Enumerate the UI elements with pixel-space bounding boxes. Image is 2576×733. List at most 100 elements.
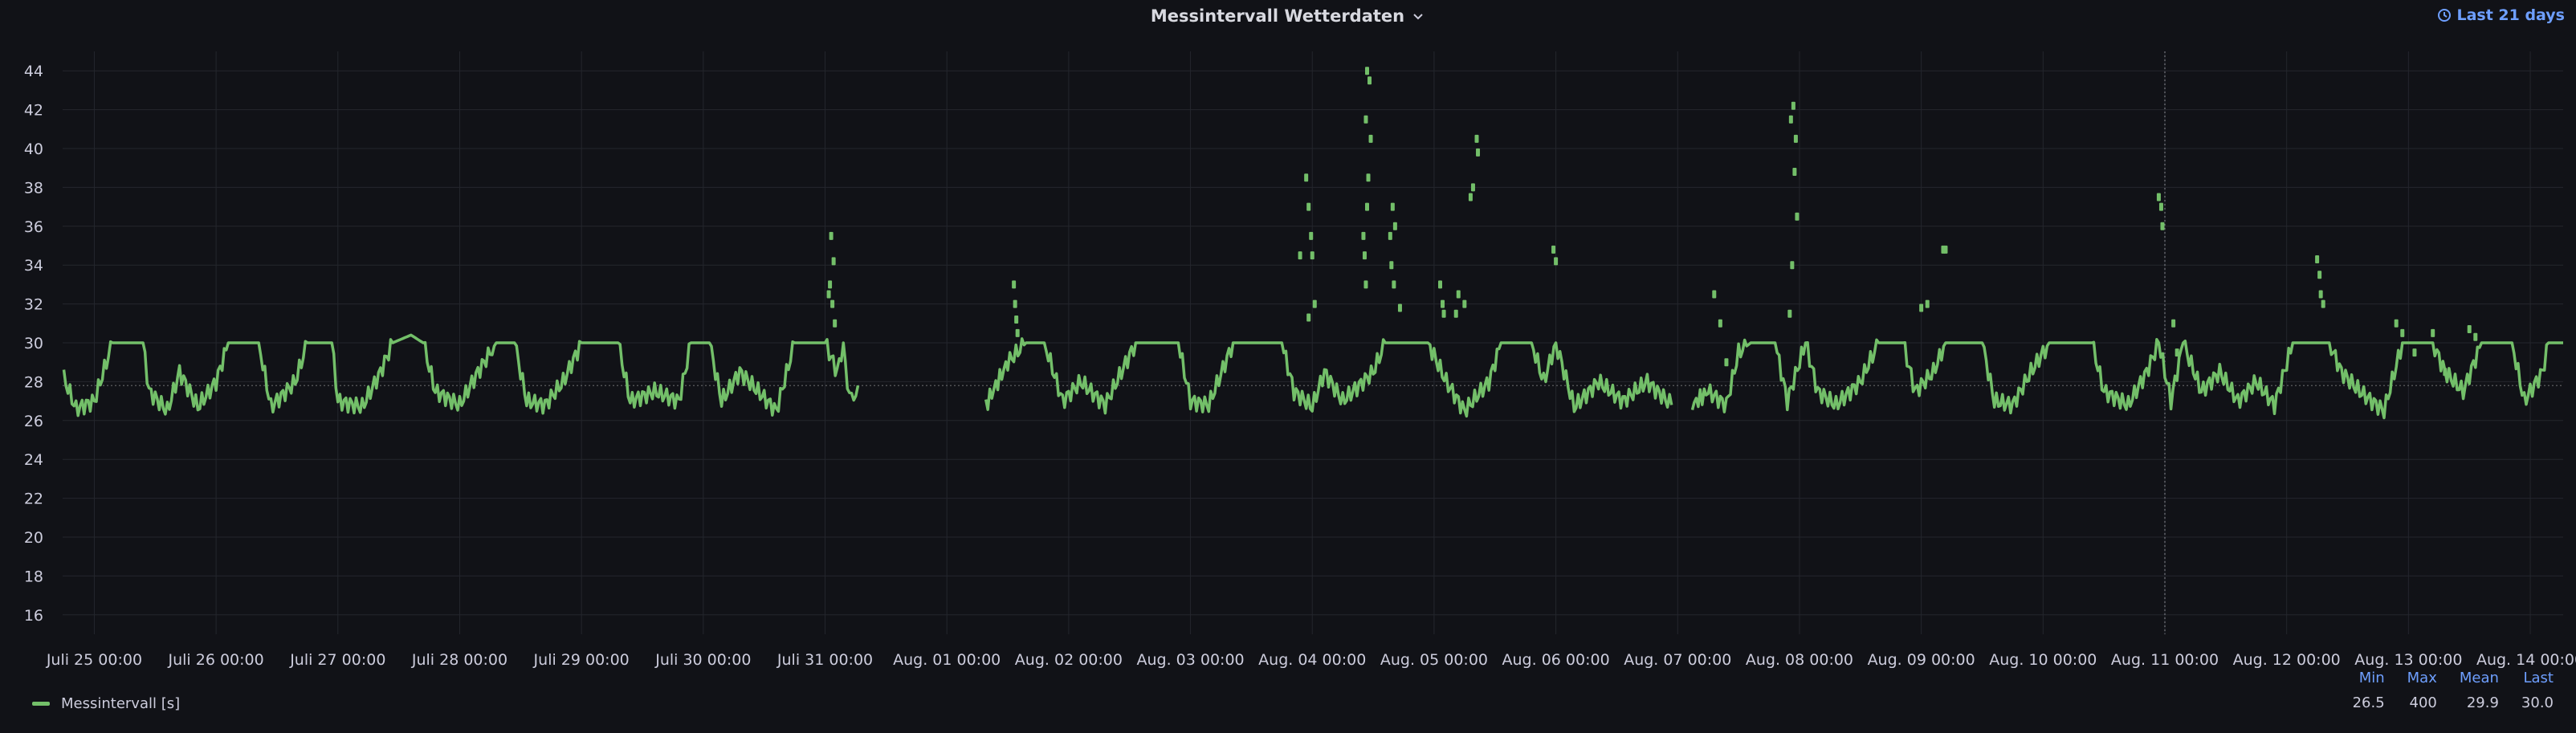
series-line	[1690, 337, 2563, 420]
x-tick-label: Aug. 09 00:00	[1868, 651, 1975, 669]
y-tick-label: 18	[24, 568, 43, 585]
series-point	[1456, 290, 1461, 299]
y-tick-label: 34	[24, 257, 43, 275]
series-point	[1362, 251, 1367, 260]
y-tick-label: 20	[24, 529, 43, 547]
series-point	[1554, 257, 1559, 266]
legend-series-swatch[interactable]	[32, 702, 50, 706]
legend-value-max: 400	[2409, 694, 2437, 711]
x-tick-label: Juli 26 00:00	[168, 651, 264, 669]
y-tick-label: 16	[24, 607, 43, 625]
legend: Messintervall [s]	[32, 695, 180, 712]
clock-icon	[2438, 9, 2452, 22]
legend-stats-value-row: 26.5 400 29.9 30.0	[2330, 694, 2554, 711]
series-point	[1718, 319, 1722, 328]
series-point	[1012, 280, 1017, 289]
series-point	[2160, 222, 2165, 230]
series-point	[1367, 76, 1372, 85]
series-point	[2412, 348, 2417, 357]
chevron-down-icon[interactable]	[1411, 9, 1425, 23]
x-tick-label: Juli 27 00:00	[289, 651, 385, 669]
series-point	[830, 299, 835, 308]
series-point	[1363, 115, 1368, 124]
x-tick-label: Aug. 01 00:00	[893, 651, 1001, 669]
panel-header[interactable]: Messintervall Wetterdaten	[0, 2, 2576, 31]
series-point	[1388, 231, 1392, 240]
x-tick-label: Aug. 14 00:00	[2476, 651, 2576, 669]
series-point	[1790, 261, 1795, 270]
series-point	[1390, 202, 1395, 211]
x-tick-label: Juli 28 00:00	[411, 651, 507, 669]
legend-header-max[interactable]: Max	[2407, 670, 2437, 686]
legend-stats-table: Min Max Mean Last 26.5 400 29.9 30.0	[2330, 670, 2554, 711]
series-point	[1397, 303, 1402, 312]
series-point	[1364, 67, 1369, 75]
x-tick-label: Aug. 10 00:00	[1989, 651, 2097, 669]
x-tick-label: Aug. 04 00:00	[1258, 651, 1366, 669]
series-point	[1919, 303, 1924, 312]
legend-stats-header-row: Min Max Mean Last	[2330, 670, 2554, 694]
series-point	[1312, 299, 1317, 308]
legend-header-mean[interactable]: Mean	[2459, 670, 2499, 686]
series-point	[2400, 328, 2405, 337]
x-tick-label: Juli 25 00:00	[46, 651, 142, 669]
y-tick-label: 38	[24, 179, 43, 197]
x-tick-label: Aug. 07 00:00	[1624, 651, 1731, 669]
series-point	[1013, 299, 1017, 308]
series-point	[1014, 315, 1019, 324]
series-point	[1441, 309, 1446, 318]
legend-header-last[interactable]: Last	[2523, 670, 2554, 686]
y-tick-label: 32	[24, 296, 43, 314]
series-point	[2315, 255, 2320, 263]
series-point	[833, 319, 838, 328]
series-point	[1392, 222, 1397, 230]
y-tick-label: 30	[24, 335, 43, 352]
series-point	[1453, 309, 1458, 318]
series-point	[1788, 115, 1793, 124]
x-tick-label: Aug. 11 00:00	[2111, 651, 2219, 669]
series-line	[62, 333, 860, 417]
series-point	[1368, 134, 1373, 143]
x-tick-label: Aug. 08 00:00	[1746, 651, 1853, 669]
x-tick-label: Aug. 05 00:00	[1380, 651, 1488, 669]
series-point	[2158, 202, 2163, 211]
series-point	[828, 280, 833, 289]
series-point	[2175, 348, 2179, 357]
series-point	[831, 257, 836, 266]
series-point	[1304, 173, 1309, 182]
y-tick-label: 24	[24, 451, 43, 469]
x-tick-label: Aug. 13 00:00	[2354, 651, 2462, 669]
series-point	[1306, 313, 1311, 322]
legend-header-min[interactable]: Min	[2358, 670, 2385, 686]
series-point	[1306, 202, 1311, 211]
series-point	[1795, 212, 1800, 221]
series-point	[1309, 231, 1314, 240]
legend-value-mean: 29.9	[2466, 694, 2499, 711]
time-range-picker[interactable]: Last 21 days	[2437, 4, 2565, 26]
series-point	[1441, 299, 1445, 308]
legend-series-name[interactable]: Messintervall [s]	[61, 695, 181, 712]
x-tick-label: Aug. 03 00:00	[1136, 651, 1244, 669]
series-point	[2431, 328, 2435, 337]
series-point	[1438, 280, 1443, 289]
series-point	[1925, 299, 1930, 308]
series-point	[2321, 299, 2325, 308]
x-tick-label: Juli 30 00:00	[654, 651, 751, 669]
y-tick-label: 28	[24, 373, 43, 391]
series-point	[1474, 134, 1479, 143]
y-tick-label: 22	[24, 491, 43, 508]
panel-title[interactable]: Messintervall Wetterdaten	[1150, 6, 1405, 26]
x-tick-label: Juli 29 00:00	[533, 651, 630, 669]
legend-stats: Min Max Mean Last 26.5 400 29.9 30.0	[2330, 670, 2554, 711]
series-line	[984, 337, 1673, 418]
series-point	[1364, 202, 1369, 211]
series-point	[1462, 299, 1467, 308]
series-point	[1943, 245, 1948, 254]
x-tick-label: Aug. 02 00:00	[1015, 651, 1123, 669]
x-tick-label: Juli 31 00:00	[776, 651, 873, 669]
time-range-label[interactable]: Last 21 days	[2456, 6, 2565, 24]
series-point	[2317, 271, 2322, 279]
series-point	[1298, 251, 1302, 260]
